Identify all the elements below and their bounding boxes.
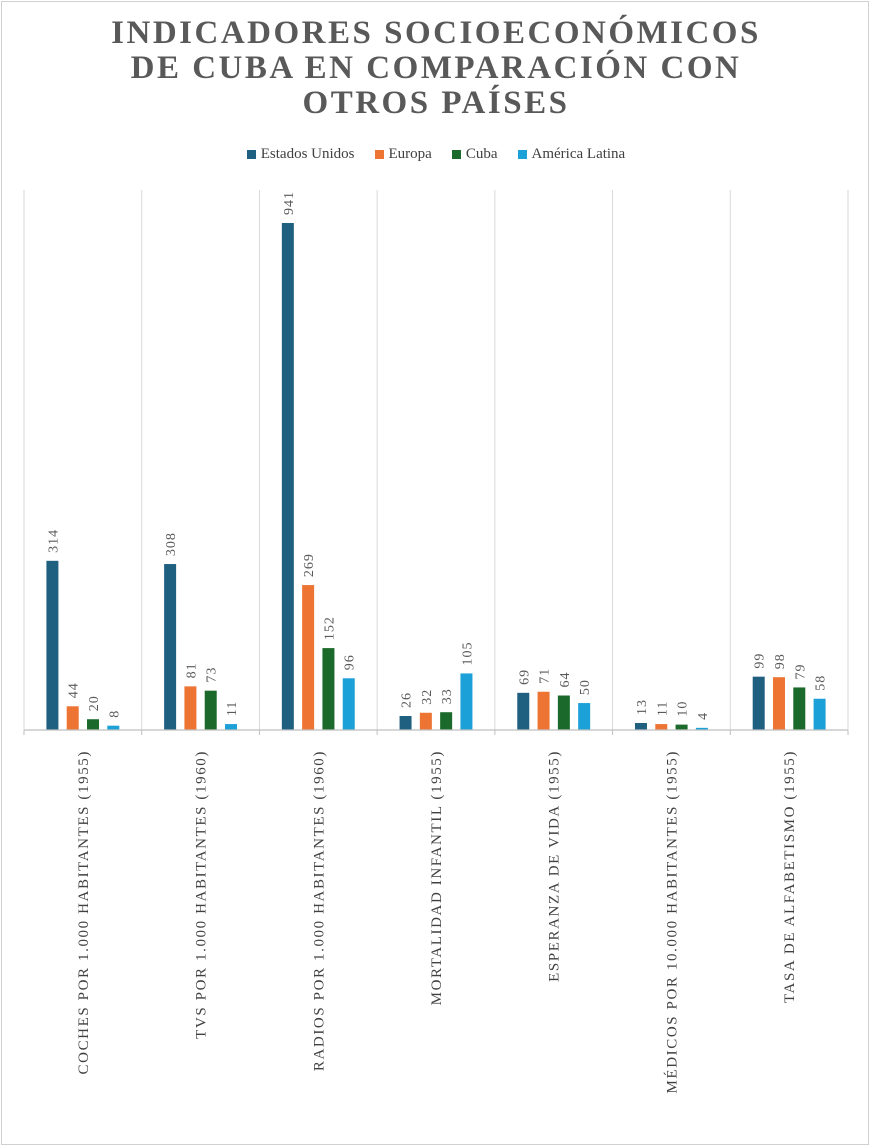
- data-label-estados-unidos-4: 26: [400, 692, 415, 708]
- bar-estados-unidos-2: [164, 564, 177, 730]
- chart-title-line-1: INDICADORES SOCIOECONÓMICOS: [111, 15, 761, 51]
- bar-america-latina-3: [342, 678, 355, 730]
- legend-item-america-latina: América Latina: [517, 146, 626, 163]
- bar-america-latina-4: [460, 673, 473, 730]
- bar-estados-unidos-6: [634, 722, 647, 730]
- data-label-europa-7: 98: [773, 653, 788, 669]
- data-label-cuba-6: 10: [676, 701, 691, 717]
- data-label-america-latina-4: 105: [460, 641, 475, 665]
- data-label-europa-5: 71: [538, 668, 553, 684]
- data-label-america-latina-6: 4: [696, 712, 711, 720]
- chart-title: INDICADORES SOCIOECONÓMICOS DE CUBA EN C…: [2, 16, 870, 121]
- legend-label-estados-unidos: Estados Unidos: [260, 146, 355, 162]
- data-label-estados-unidos-6: 13: [635, 699, 650, 715]
- category-label-2: TVS POR 1.000 HABITANTES (1960): [194, 750, 210, 1039]
- data-label-europa-1: 44: [67, 682, 82, 698]
- bar-cuba-2: [204, 690, 217, 730]
- category-label-6: MÉDICOS POR 10.000 HABITANTES (1955): [663, 750, 680, 1094]
- category-label-7: TASA DE ALFABETISMO (1955): [782, 750, 798, 1003]
- category-label-5: ESPERANZA DE VIDA (1955): [547, 750, 563, 982]
- data-label-europa-4: 32: [420, 689, 435, 705]
- legend-swatch-estados-unidos: [246, 150, 256, 159]
- legend-label-america-latina: América Latina: [531, 146, 626, 162]
- bar-cuba-5: [557, 695, 570, 730]
- data-label-estados-unidos-2: 308: [164, 532, 179, 556]
- data-label-europa-6: 11: [655, 701, 670, 716]
- data-label-america-latina-5: 50: [578, 679, 593, 695]
- data-label-estados-unidos-5: 69: [517, 669, 532, 685]
- bar-europa-4: [419, 712, 432, 730]
- data-label-america-latina-3: 96: [343, 654, 358, 670]
- legend-swatch-america-latina: [517, 150, 527, 159]
- bar-europa-6: [655, 724, 668, 730]
- category-label-3: RADIOS POR 1.000 HABITANTES (1960): [311, 750, 327, 1071]
- data-label-cuba-1: 20: [87, 695, 102, 711]
- data-label-cuba-2: 73: [205, 667, 220, 683]
- bar-america-latina-1: [107, 725, 120, 730]
- bar-america-latina-2: [225, 724, 238, 730]
- chart-title-line-2: DE CUBA EN COMPARACIÓN CON: [130, 50, 742, 86]
- bar-cuba-1: [87, 719, 100, 730]
- chart-legend: Estados Unidos Europa Cuba América Latin…: [2, 146, 870, 163]
- legend-item-cuba: Cuba: [451, 146, 498, 163]
- chart-title-line-3: OTROS PAÍSES: [302, 85, 570, 121]
- data-label-europa-3: 269: [302, 553, 317, 577]
- bar-europa-5: [537, 691, 550, 730]
- bar-america-latina-6: [695, 727, 708, 730]
- data-label-cuba-3: 152: [322, 616, 337, 640]
- bar-europa-2: [184, 686, 197, 730]
- bar-estados-unidos-7: [752, 676, 765, 730]
- bar-cuba-3: [322, 648, 335, 730]
- bar-estados-unidos-1: [46, 560, 59, 730]
- bar-cuba-6: [675, 724, 688, 730]
- legend-label-cuba: Cuba: [465, 146, 498, 162]
- data-label-america-latina-7: 58: [814, 675, 829, 691]
- bar-europa-7: [772, 677, 785, 730]
- data-label-cuba-7: 79: [793, 663, 808, 679]
- bar-europa-3: [302, 585, 315, 730]
- data-label-america-latina-1: 8: [107, 710, 122, 718]
- data-label-cuba-5: 64: [558, 672, 573, 688]
- bar-estados-unidos-5: [517, 692, 530, 730]
- legend-label-europa: Europa: [388, 146, 432, 162]
- data-label-cuba-4: 33: [440, 688, 455, 704]
- category-label-4: MORTALIDAD INFANTIL (1955): [429, 750, 445, 1005]
- bar-europa-1: [66, 706, 79, 730]
- legend-item-estados-unidos: Estados Unidos: [246, 146, 355, 163]
- data-label-europa-2: 81: [184, 662, 199, 678]
- legend-swatch-cuba: [451, 150, 461, 159]
- data-label-america-latina-2: 11: [225, 701, 240, 716]
- data-label-estados-unidos-7: 99: [753, 653, 768, 669]
- category-label-1: COCHES POR 1.000 HABITANTES (1955): [76, 750, 92, 1074]
- data-label-estados-unidos-1: 314: [46, 529, 61, 553]
- bar-america-latina-7: [813, 698, 826, 730]
- bar-cuba-7: [793, 687, 806, 730]
- bar-cuba-4: [440, 712, 453, 730]
- legend-swatch-europa: [374, 150, 384, 159]
- bar-estados-unidos-4: [399, 715, 412, 730]
- legend-item-europa: Europa: [374, 146, 432, 163]
- data-label-estados-unidos-3: 941: [282, 191, 297, 215]
- bar-america-latina-5: [578, 703, 591, 730]
- bar-estados-unidos-3: [281, 223, 294, 730]
